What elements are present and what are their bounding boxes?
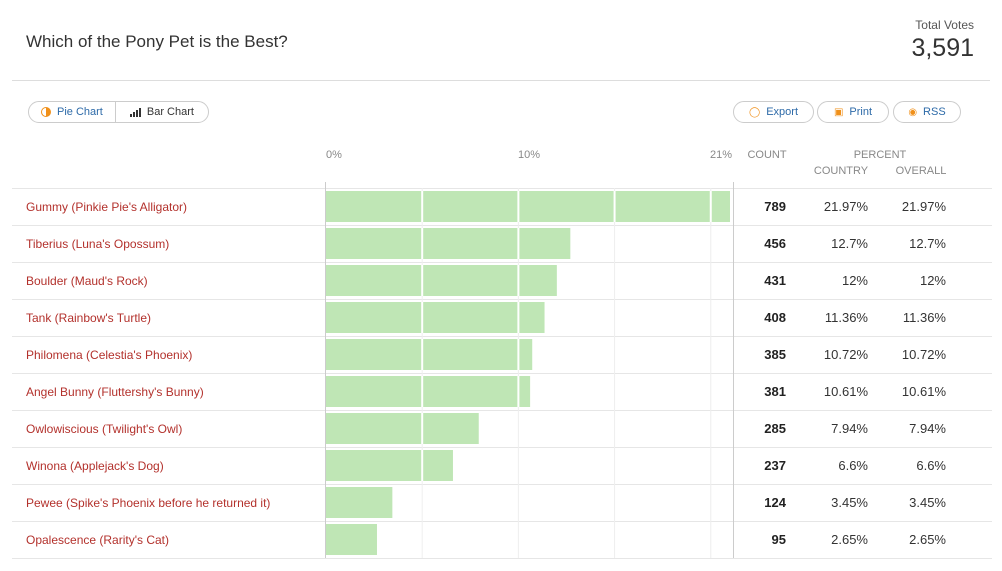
bar-chart-button[interactable]: Bar Chart [114,102,206,122]
total-votes-value: 3,591 [911,34,974,62]
row-percent-country-9: 2.65% [831,532,868,547]
rss-label: RSS [923,106,946,118]
total-votes-label: Total Votes [915,18,974,32]
row-percent-overall-0: 21.97% [901,199,946,214]
row-label-9[interactable]: Opalescence (Rarity's Cat) [26,533,170,547]
print-button[interactable]: ▣ Print [817,101,889,123]
bar-8 [326,487,393,518]
rss-icon: ◉ [908,106,918,118]
row-count-5: 381 [764,384,786,399]
row-label-5[interactable]: Angel Bunny (Fluttershy's Bunny) [26,385,204,399]
row-count-1: 456 [764,236,786,251]
row-count-9: 95 [771,532,786,547]
pie-chart-label: Pie Chart [57,106,103,118]
header-divider [12,80,990,81]
row-percent-overall-1: 12.7% [909,236,946,251]
rss-button[interactable]: ◉ RSS [893,101,961,123]
row-label-3[interactable]: Tank (Rainbow's Turtle) [26,311,152,325]
row-count-3: 408 [764,310,786,325]
axis-tick-2: 21% [710,149,733,161]
row-percent-overall-4: 10.72% [901,347,946,362]
row-percent-country-7: 6.6% [838,458,868,473]
country-header: COUNTRY [813,165,869,177]
axis-tick-1: 10% [518,149,541,161]
percent-header: PERCENT [853,149,907,161]
print-icon: ▣ [833,106,844,118]
row-percent-country-0: 21.97% [823,199,868,214]
row-label-6[interactable]: Owlowiscious (Twilight's Owl) [26,422,183,436]
row-count-6: 285 [764,421,786,436]
row-count-2: 431 [764,273,786,288]
row-percent-country-8: 3.45% [831,495,868,510]
row-percent-overall-6: 7.94% [909,421,946,436]
row-label-0[interactable]: Gummy (Pinkie Pie's Alligator) [26,200,188,214]
bar-3 [326,302,545,333]
pie-chart-button[interactable]: Pie Chart [29,102,115,122]
bar-6 [326,413,479,444]
row-percent-overall-9: 2.65% [909,532,946,547]
row-percent-overall-7: 6.6% [916,458,946,473]
bar-chart-icon [129,107,141,117]
row-count-4: 385 [764,347,786,362]
row-label-1[interactable]: Tiberius (Luna's Opossum) [26,237,170,251]
row-percent-country-6: 7.94% [831,421,868,436]
count-header: COUNT [747,149,787,161]
row-percent-country-1: 12.7% [831,236,868,251]
poll-title: Which of the Pony Pet is the Best? [26,32,288,51]
row-count-7: 237 [764,458,786,473]
bar-2 [326,265,557,296]
row-percent-overall-5: 10.61% [901,384,946,399]
row-percent-overall-3: 11.36% [902,310,946,325]
print-label: Print [849,106,873,118]
row-label-7[interactable]: Winona (Applejack's Dog) [26,459,164,473]
row-percent-country-2: 12% [841,273,868,288]
row-percent-overall-8: 3.45% [909,495,946,510]
export-button[interactable]: ◯ Export [733,101,814,123]
row-label-8[interactable]: Pewee (Spike's Phoenix before he returne… [26,496,271,510]
row-count-0: 789 [764,199,786,214]
export-icon: ◯ [749,106,761,118]
bar-5 [326,376,531,407]
bar-0 [326,191,730,222]
bar-1 [326,228,571,259]
export-label: Export [766,106,798,118]
pie-chart-icon [41,107,51,117]
overall-header: OVERALL [895,165,947,177]
row-count-8: 124 [764,495,786,510]
bar-7 [326,450,453,481]
row-percent-country-3: 11.36% [824,310,868,325]
bar-9 [326,524,377,555]
row-percent-country-5: 10.61% [823,384,868,399]
bar-chart-label: Bar Chart [146,106,194,118]
row-label-2[interactable]: Boulder (Maud's Rock) [26,274,148,288]
row-percent-overall-2: 12% [919,273,946,288]
axis-tick-0: 0% [326,149,342,161]
row-label-4[interactable]: Philomena (Celestia's Phoenix) [26,348,193,362]
bar-4 [326,339,533,370]
chart-type-toggle: Pie Chart Bar Chart [28,101,209,123]
row-percent-country-4: 10.72% [823,347,868,362]
